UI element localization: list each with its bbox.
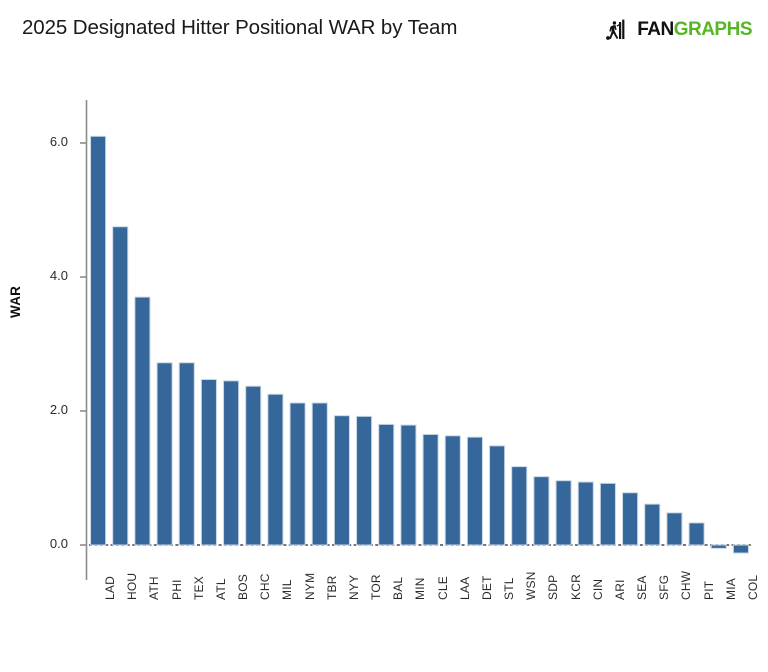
bar[interactable] [90, 135, 107, 546]
bar[interactable] [577, 481, 594, 546]
x-axis-tick-label: LAA [457, 576, 472, 600]
x-axis-tick-label: PHI [169, 579, 184, 600]
x-axis-tick-label: ATH [147, 576, 162, 600]
x-axis-tick-label: ARI [612, 579, 627, 600]
bar[interactable] [466, 436, 483, 546]
bar[interactable] [223, 380, 240, 546]
bar-series [90, 135, 749, 554]
bar[interactable] [511, 466, 528, 546]
y-axis-tick-label: 0.0 [49, 536, 68, 551]
bar[interactable] [400, 424, 417, 546]
x-axis-tick-label: HOU [125, 572, 140, 600]
x-axis-tick-label: BAL [391, 576, 406, 600]
bar[interactable] [710, 544, 727, 549]
y-axis-tick-label: 4.0 [49, 268, 68, 283]
bar[interactable] [378, 423, 395, 546]
bar[interactable] [489, 445, 506, 546]
x-axis-tick-label: WSN [524, 571, 539, 600]
bar[interactable] [200, 379, 217, 546]
x-axis-tick-label: CIN [590, 578, 605, 600]
bar[interactable] [311, 402, 328, 546]
y-axis-tick-label: 2.0 [49, 402, 68, 417]
bar[interactable] [134, 296, 151, 546]
bar[interactable] [555, 480, 572, 546]
x-axis-tick-label: TOR [369, 574, 384, 600]
x-axis-tick-label: PIT [701, 580, 716, 600]
x-axis-tick-label: DET [479, 575, 494, 600]
x-axis-tick-label: CLE [435, 576, 450, 600]
bar[interactable] [156, 362, 173, 546]
logo-text: FANGRAPHS [637, 19, 752, 41]
bar[interactable] [333, 415, 350, 546]
logo-text-fan: FAN [637, 19, 674, 40]
x-axis-tick-label: CHW [679, 570, 694, 600]
bar[interactable] [356, 415, 373, 546]
x-axis-tick-label: SFG [657, 574, 672, 600]
x-axis-tick-label: STL [502, 577, 517, 600]
bar[interactable] [267, 393, 284, 546]
x-axis-tick-label: SEA [635, 575, 650, 600]
x-axis-tick-label: BOS [236, 574, 251, 600]
y-axis-tick-label: 6.0 [49, 134, 68, 149]
chart-header: 2025 Designated Hitter Positional WAR by… [0, 0, 768, 62]
x-axis-tick-label: ATL [213, 578, 228, 600]
x-axis-tick-label: TEX [191, 576, 206, 600]
bar[interactable] [644, 503, 661, 546]
x-axis-tick-label: NYM [302, 572, 317, 600]
bar[interactable] [289, 402, 306, 546]
bar[interactable] [112, 226, 129, 546]
x-axis-tick-label: MIN [413, 577, 428, 600]
x-axis-tick-label: LAD [103, 576, 118, 600]
y-axis-tick-labels: 0.0 2.0 4.0 6.0 [20, 0, 68, 672]
fangraphs-logo: FANGRAPHS [606, 19, 753, 41]
bar[interactable] [666, 512, 683, 546]
bar[interactable] [732, 544, 749, 554]
bar[interactable] [599, 482, 616, 546]
x-axis-tick-label: SDP [546, 574, 561, 600]
bar[interactable] [178, 362, 195, 546]
x-axis-tick-label: TBR [324, 575, 339, 600]
x-axis-tick-label: MIA [723, 578, 738, 600]
bar[interactable] [622, 492, 639, 546]
bar[interactable] [422, 433, 439, 546]
x-axis-tick-label: CHC [258, 573, 273, 600]
logo-text-graphs: GRAPHS [673, 19, 753, 40]
bar[interactable] [245, 385, 262, 546]
bar[interactable] [444, 435, 461, 546]
fangraphs-bars-batter-icon [606, 19, 625, 40]
x-axis-tick-label: KCR [568, 574, 583, 600]
x-axis-tick-label: NYY [346, 574, 361, 600]
y-axis-ticks [80, 142, 87, 546]
bar[interactable] [688, 522, 705, 546]
bar[interactable] [533, 476, 550, 546]
page-title: 2025 Designated Hitter Positional WAR by… [22, 16, 458, 39]
x-axis-tick-label: COL [745, 574, 760, 600]
x-axis-tick-label: MIL [280, 579, 295, 600]
